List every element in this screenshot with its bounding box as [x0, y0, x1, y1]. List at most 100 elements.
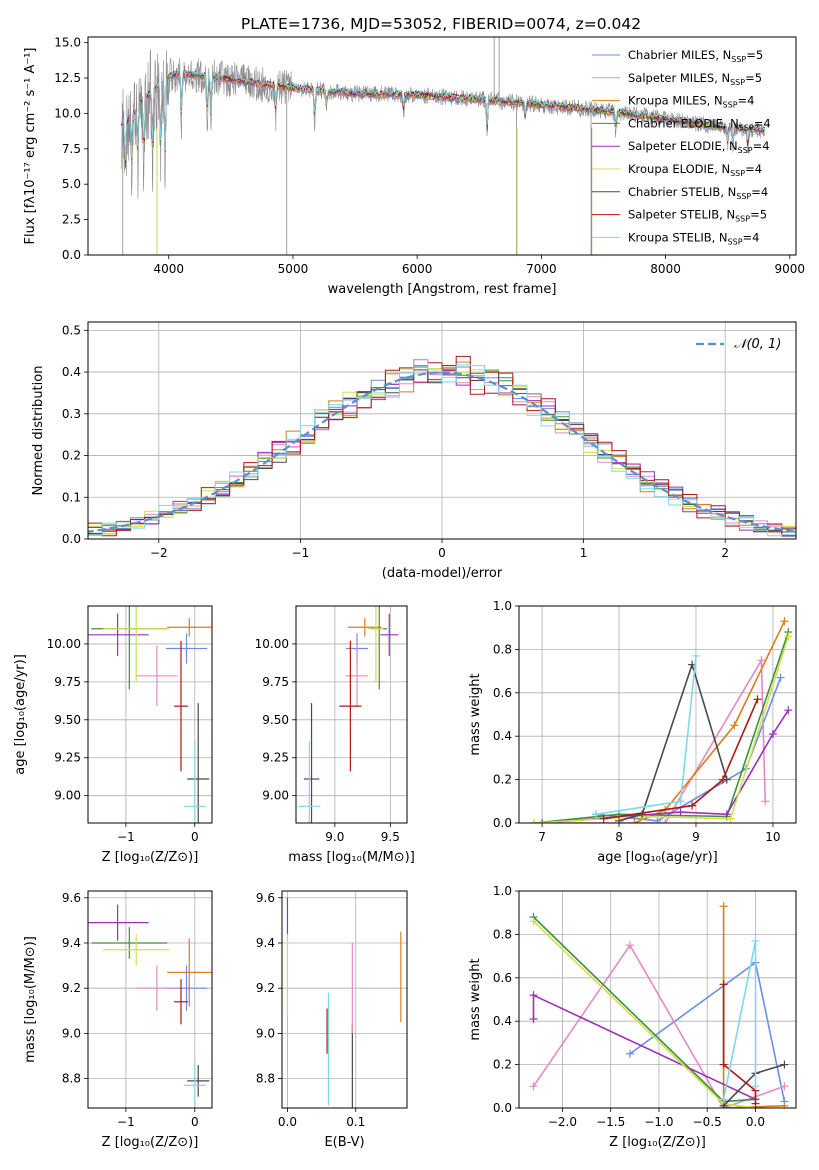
legend-n: =4 [745, 162, 762, 176]
x-tick-label: 0.1 [346, 1115, 365, 1129]
legend-sub: SSP [730, 78, 745, 87]
y-tick-label: 0.1 [62, 490, 81, 504]
y-tick-label: 5.0 [62, 177, 81, 191]
legend-sub: SSP [738, 146, 753, 155]
y-tick-label: 9.25 [262, 751, 289, 765]
x-tick-label: 4000 [153, 262, 184, 276]
y-tick-label: 0.6 [493, 971, 512, 985]
legend-entry: Chabrier STELIB, NSSP=4 [628, 185, 768, 201]
y-tick-label: 1.0 [493, 599, 512, 613]
x-tick-label: 0 [438, 546, 446, 560]
y-tick-label: 12.5 [54, 71, 81, 85]
y-tick-label: 0.4 [62, 365, 81, 379]
legend-n: =4 [751, 185, 768, 199]
x-axis-label: Z [log₁₀(Z/Z⊙)] [609, 1135, 706, 1150]
massweight-vs-Z-frame [518, 890, 797, 1109]
y-axis-label: mass weight [468, 673, 483, 755]
y-tick-label: 9.4 [62, 936, 81, 950]
y-tick-label: 0.4 [493, 1014, 512, 1028]
x-tick-label: −1 [292, 546, 310, 560]
age-vs-Z-frame [87, 605, 213, 824]
hist-step-salpeter-stelib [88, 355, 796, 537]
legend-sub: SSP [730, 169, 745, 178]
y-axis-label: Flux [fλ10⁻¹⁷ erg cm⁻² s⁻¹ A⁻¹] [23, 48, 38, 245]
y-tick-label: 9.50 [54, 713, 81, 727]
spectrum-frame [87, 36, 797, 256]
weight-line-kroupa-miles [722, 906, 785, 1108]
legend-n: =5 [750, 208, 767, 222]
y-tick-label: 0.2 [493, 773, 512, 787]
legend-entry: Kroupa ELODIE, NSSP=4 [628, 162, 762, 178]
weight-line-chabrier-elodie [532, 916, 756, 1103]
mass-vs-Z-frame [87, 890, 213, 1109]
weight-line-salpeter-miles [542, 657, 766, 823]
hist-frame [87, 321, 797, 540]
legend-entry: Salpeter STELIB, NSSP=5 [628, 208, 767, 224]
weight-line-kroupa-stelib [722, 940, 757, 1100]
x-tick-label: 7 [538, 830, 546, 844]
y-tick-label: 9.50 [262, 713, 289, 727]
legend-name: Chabrier STELIB, N [628, 185, 736, 199]
x-tick-label: 9000 [775, 262, 806, 276]
massweight-vs-Z-plot-area [529, 902, 789, 1108]
legend-n: =4 [743, 230, 760, 244]
mass-vs-ebv-frame [281, 890, 408, 1109]
weight-line-kroupa-elodie [534, 636, 790, 823]
x-tick-label: 10 [765, 830, 780, 844]
age-vs-mass-plot-area [298, 606, 399, 823]
legend-name: Kroupa MILES, N [628, 94, 723, 108]
x-tick-label: −0.5 [693, 1115, 722, 1129]
legend-sub: SSP [728, 237, 743, 246]
y-tick-label: 8.8 [256, 1072, 275, 1086]
mass-vs-ebv-plot-area [286, 897, 402, 1108]
legend-n: =5 [746, 48, 763, 62]
y-tick-label: 9.00 [262, 789, 289, 803]
legend-sub: SSP [739, 123, 754, 132]
x-tick-label: 0 [191, 1115, 199, 1129]
x-tick-label: 9.5 [381, 830, 400, 844]
y-tick-label: 2.5 [62, 213, 81, 227]
x-tick-label: 9 [692, 830, 700, 844]
weight-line-chabrier-stelib [618, 661, 728, 822]
x-tick-label: 1 [580, 546, 588, 560]
age-vs-Z-plot-area [88, 606, 212, 823]
x-tick-label: −1.0 [644, 1115, 673, 1129]
x-tick-label: 0.0 [746, 1115, 765, 1129]
legend-gaussian: 𝒩(0, 1) [734, 337, 781, 352]
massweight-vs-age-frame [518, 605, 797, 824]
model-line-kroupa-miles [121, 72, 765, 166]
y-tick-label: 9.00 [54, 789, 81, 803]
weight-line-salpeter-stelib [722, 984, 757, 1104]
legend-entry: Chabrier ELODIE, NSSP=4 [628, 116, 771, 132]
y-tick-label: 0.8 [493, 642, 512, 656]
x-axis-label: E(B-V) [324, 1135, 364, 1150]
x-tick-label: −2 [150, 546, 168, 560]
legend-entry: Kroupa MILES, NSSP=4 [628, 94, 754, 110]
y-tick-label: 9.0 [62, 1026, 81, 1040]
y-tick-label: 9.6 [62, 891, 81, 905]
legend-name: Chabrier ELODIE, N [628, 116, 739, 130]
legend-n: =4 [754, 116, 771, 130]
x-tick-label: 5000 [278, 262, 309, 276]
x-axis-label: Z [log₁₀(Z/Z⊙)] [102, 1135, 199, 1150]
y-tick-label: 9.75 [262, 675, 289, 689]
weight-line-kroupa-stelib [595, 655, 697, 816]
y-tick-label: 9.4 [256, 936, 275, 950]
massweight-vs-age-plot-area [530, 617, 793, 823]
y-tick-label: 0.0 [493, 1101, 512, 1115]
spectrum-plot-area [121, 37, 765, 255]
y-tick-label: 10.00 [255, 637, 289, 651]
gaussian-curve [88, 371, 796, 533]
x-tick-label: 8 [615, 830, 623, 844]
y-tick-label: 9.2 [256, 981, 275, 995]
legend-n: =5 [745, 71, 762, 85]
legend-entry: Salpeter ELODIE, NSSP=4 [628, 139, 770, 155]
x-axis-label: mass [log₁₀(M/M⊙)] [288, 850, 415, 865]
y-tick-label: 9.0 [256, 1026, 275, 1040]
y-tick-label: 0.4 [493, 729, 512, 743]
y-tick-label: 10.0 [54, 106, 81, 120]
legend-entry: Kroupa STELIB, NSSP=4 [628, 230, 759, 246]
y-tick-label: 0.0 [493, 816, 512, 830]
legend-n: =4 [738, 94, 755, 108]
age-vs-mass-frame [295, 605, 408, 824]
